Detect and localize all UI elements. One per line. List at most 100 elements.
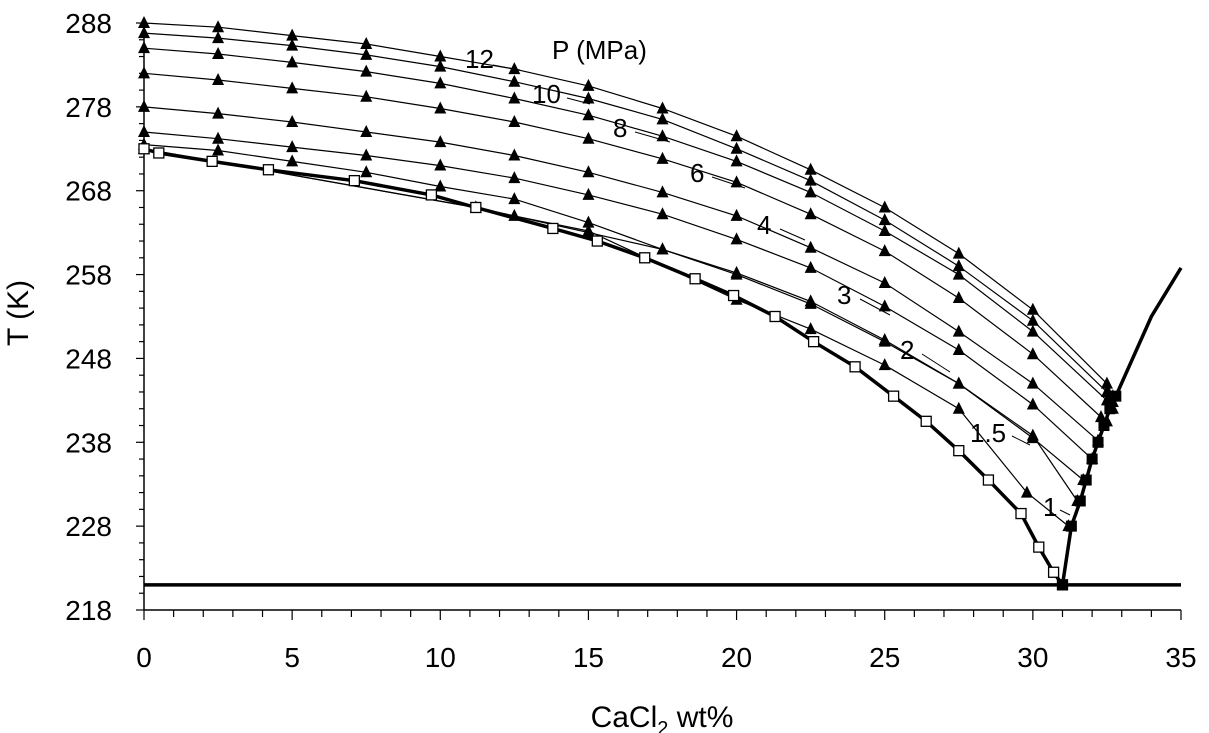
triangle-marker [952,291,965,304]
y-tick-label: 258 [65,260,112,291]
filled-square-marker [1104,403,1116,415]
salt-curve [1060,266,1183,586]
open-square-marker [591,235,603,247]
triangle-marker [508,91,521,104]
open-square-marker [727,289,740,302]
triangle-marker [1026,376,1039,389]
y-tick-label: 218 [65,595,112,626]
triangle-marker [434,135,447,148]
series-line-8 [143,47,1114,410]
triangle-marker [804,240,817,253]
triangle-marker [804,322,817,335]
series-line-1.5 [143,148,1078,502]
triangle-marker [360,64,373,77]
triangle-marker [878,299,891,312]
triangle-marker [730,154,743,167]
triangle-marker [508,171,521,184]
series-label-4: 4 [757,210,771,240]
series-label-leader [921,353,951,373]
triangle-marker [1100,384,1113,397]
triangle-marker [212,143,225,156]
markers-group [138,16,1122,591]
open-square-marker [769,310,781,323]
x-tick-label: 10 [425,642,456,673]
series-label-8: 8 [613,113,627,143]
series-line-3 [143,131,1093,460]
triangle-marker [582,108,595,121]
series-label-leader [779,228,806,241]
series-line-1 [143,148,1069,527]
triangle-marker [286,55,299,68]
series-label-1.5: 1.5 [970,418,1006,448]
triangle-marker [138,66,150,79]
open-square-marker [887,390,900,402]
open-square-marker [138,143,150,155]
triangle-marker [138,26,150,39]
x-axis-title-main: CaCl [591,701,658,733]
triangle-marker [582,78,595,91]
triangle-marker [804,162,817,175]
triangle-marker [656,151,669,164]
x-tick-label: 20 [721,642,752,673]
open-square-marker [348,175,361,187]
triangle-marker [952,324,965,337]
triangle-marker [508,114,521,127]
triangle-marker [1026,324,1039,337]
series-label-leader [492,64,521,71]
triangle-marker [878,358,891,371]
y-tick-label: 278 [65,92,112,123]
open-square-marker [206,155,218,168]
triangle-marker [656,185,669,198]
triangle-marker [1100,376,1113,389]
open-square-marker [1015,507,1027,520]
series-line-2 [143,144,1084,481]
triangle-marker [508,192,521,205]
open-square-marker [262,164,275,176]
triangle-marker [582,223,595,236]
open-square-marker [1047,566,1060,578]
triangle-marker [286,81,299,94]
triangle-marker [360,148,373,161]
triangle-marker [212,131,225,144]
y-tick-label: 228 [65,511,112,542]
triangle-marker [804,294,817,307]
triangle-marker [952,401,965,414]
y-tick-label: 288 [65,8,112,39]
x-tick-label: 25 [869,642,900,673]
open-square-marker [1033,541,1045,553]
triangle-marker [508,74,521,87]
series-label-leader [711,176,746,189]
ice-curve [143,147,1064,586]
triangle-marker [878,200,891,213]
triangle-marker [656,101,669,114]
open-square-marker [953,445,965,457]
triangle-marker [138,41,150,54]
triangle-marker [286,38,299,51]
triangle-marker [212,106,225,119]
triangle-marker [878,223,891,236]
open-square-marker [153,147,165,159]
triangle-marker [952,343,965,356]
triangle-marker [434,49,447,62]
triangle-marker [360,125,373,138]
triangle-marker [730,129,743,142]
triangle-marker [434,59,447,72]
y-tick-label: 238 [65,427,112,458]
series-label-12: 12 [465,44,494,74]
triangle-marker [1026,397,1039,410]
open-square-marker [470,201,482,214]
open-square-marker [425,189,438,201]
triangle-marker [434,101,447,114]
series-label-leader [566,97,591,105]
triangle-marker [286,140,299,153]
series-line-4 [143,106,1099,442]
triangle-marker [212,73,225,86]
series-label-1: 1 [1043,492,1057,522]
y-tick-label: 248 [65,343,112,374]
triangle-marker [360,89,373,102]
x-axis-title: CaCl2 wt% [591,701,734,733]
triangle-marker [730,232,743,245]
triangle-marker [656,207,669,220]
y-tick-label: 268 [65,176,112,207]
